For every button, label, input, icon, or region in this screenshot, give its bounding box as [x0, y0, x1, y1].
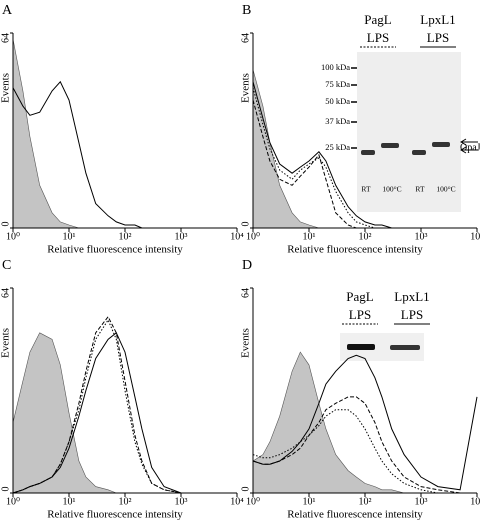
y-tick-label: 64 [240, 288, 251, 298]
blot-band [432, 142, 450, 147]
histogram-dotted [12, 318, 237, 494]
kda-label: 37 kDa [325, 116, 350, 126]
histogram-filled [12, 39, 237, 229]
x-tick-label: 10¹ [303, 496, 316, 507]
condition-label: RT [361, 185, 371, 194]
panel-label: A [2, 3, 13, 18]
panel-3: D 10⁰ 10¹ 10² 10³ 10⁴ 0 64 Relative fluorescence… [240, 258, 480, 520]
lane-name: PagL [346, 289, 374, 304]
y-tick-label: 64 [0, 288, 11, 298]
y-tick-label: 0 [0, 487, 11, 492]
y-tick-label: 64 [0, 33, 11, 43]
x-axis-label: Relative fluorescence intensity [287, 509, 423, 521]
kda-label: 25 kDa [325, 142, 350, 152]
panel-label: B [242, 3, 251, 18]
y-axis-label: Events [0, 328, 12, 358]
panel-0: A 10⁰ 10¹ 10² 10³ 10⁴ 0 64 Relative fluorescence… [0, 3, 244, 255]
x-tick-label: 10⁴ [470, 231, 480, 242]
x-tick-label: 10³ [415, 231, 428, 242]
x-tick-label: 10² [119, 231, 132, 242]
lane-name: LpxL1 [420, 12, 455, 27]
lane-name: PagL [364, 12, 392, 27]
x-tick-label: 10¹ [63, 496, 76, 507]
kda-label: 75 kDa [325, 79, 350, 89]
x-tick-label: 10¹ [303, 231, 316, 242]
blot-band [347, 344, 375, 350]
blot-band [390, 345, 420, 350]
blot-band [361, 150, 375, 155]
y-axis-label: Events [240, 328, 252, 358]
x-axis-label: Relative fluorescence intensity [47, 244, 183, 256]
x-tick-label: 10⁴ [230, 231, 244, 242]
histogram-dashed [252, 396, 477, 494]
histogram-solid [252, 354, 478, 491]
x-tick-label: 10¹ [63, 231, 76, 242]
condition-label: 100°C [436, 185, 455, 194]
band-arrow [460, 138, 478, 154]
x-tick-label: 10⁰ [6, 231, 20, 242]
y-tick-label: 0 [240, 487, 251, 492]
panel-2: C 10⁰ 10¹ 10² 10³ 10⁴ 0 64 Relative fluorescence… [0, 258, 430, 521]
y-axis-label: Events [0, 73, 12, 103]
condition-label: 100°C [382, 185, 401, 194]
blot-band [412, 150, 426, 155]
lane-sub: LPS [427, 30, 449, 45]
y-tick-label: 0 [240, 222, 251, 227]
kda-label: 50 kDa [325, 96, 350, 106]
y-axis-label: Events [240, 73, 252, 103]
y-tick-label: 0 [0, 222, 11, 227]
condition-label: RT [415, 185, 425, 194]
x-tick-label: 10² [119, 496, 132, 507]
histogram-dotted [252, 409, 477, 494]
x-axis-label: Relative fluorescence intensity [47, 509, 183, 521]
x-tick-label: 10² [359, 231, 372, 242]
band-label: OpaJ [460, 142, 480, 153]
x-tick-label: 10² [359, 496, 372, 507]
x-tick-label: 10³ [175, 496, 188, 507]
kda-label: 100 kDa [321, 62, 350, 72]
x-tick-label: 10³ [175, 231, 188, 242]
x-tick-label: 10⁰ [246, 231, 260, 242]
lane-sub: LPS [349, 307, 371, 322]
blot-band [381, 143, 399, 148]
panel-label: D [242, 258, 252, 273]
x-tick-label: 10⁰ [246, 496, 260, 507]
panel-1: B 10⁰ 10¹ 10² 10³ 10⁴ 0 64 Relative fluorescence… [240, 3, 480, 255]
x-tick-label: 10³ [415, 496, 428, 507]
histogram-filled [252, 351, 477, 494]
blot [357, 52, 461, 212]
x-tick-label: 10⁴ [230, 496, 244, 507]
x-tick-label: 10⁴ [470, 496, 480, 507]
histogram-filled [12, 332, 237, 494]
x-tick-label: 10⁰ [6, 496, 20, 507]
x-axis-label: Relative fluorescence intensity [287, 244, 423, 256]
panel-label: C [2, 258, 11, 273]
lane-name: LpxL1 [394, 289, 429, 304]
lane-sub: LPS [401, 307, 423, 322]
lane-sub: LPS [367, 30, 389, 45]
y-tick-label: 64 [240, 33, 251, 43]
